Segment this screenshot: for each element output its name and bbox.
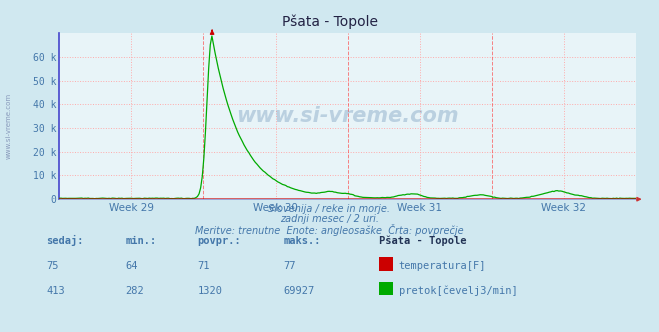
Text: min.:: min.: xyxy=(125,236,156,246)
Text: Slovenija / reke in morje.: Slovenija / reke in morje. xyxy=(268,204,391,214)
Text: 69927: 69927 xyxy=(283,286,314,296)
Text: Pšata - Topole: Pšata - Topole xyxy=(379,235,467,246)
Text: Meritve: trenutne  Enote: angleosaške  Črta: povprečje: Meritve: trenutne Enote: angleosaške Črt… xyxy=(195,224,464,236)
Text: www.si-vreme.com: www.si-vreme.com xyxy=(5,93,12,159)
Text: 75: 75 xyxy=(46,261,59,271)
Text: temperatura[F]: temperatura[F] xyxy=(399,261,486,271)
Text: 413: 413 xyxy=(46,286,65,296)
Text: zadnji mesec / 2 uri.: zadnji mesec / 2 uri. xyxy=(280,214,379,224)
Text: 64: 64 xyxy=(125,261,138,271)
Text: 71: 71 xyxy=(198,261,210,271)
Text: 77: 77 xyxy=(283,261,296,271)
Text: pretok[čevelj3/min]: pretok[čevelj3/min] xyxy=(399,285,517,296)
Text: povpr.:: povpr.: xyxy=(198,236,241,246)
Text: 1320: 1320 xyxy=(198,286,223,296)
Text: www.si-vreme.com: www.si-vreme.com xyxy=(237,106,459,126)
Text: 282: 282 xyxy=(125,286,144,296)
Text: sedaj:: sedaj: xyxy=(46,235,84,246)
Text: maks.:: maks.: xyxy=(283,236,321,246)
Text: Pšata - Topole: Pšata - Topole xyxy=(281,15,378,30)
